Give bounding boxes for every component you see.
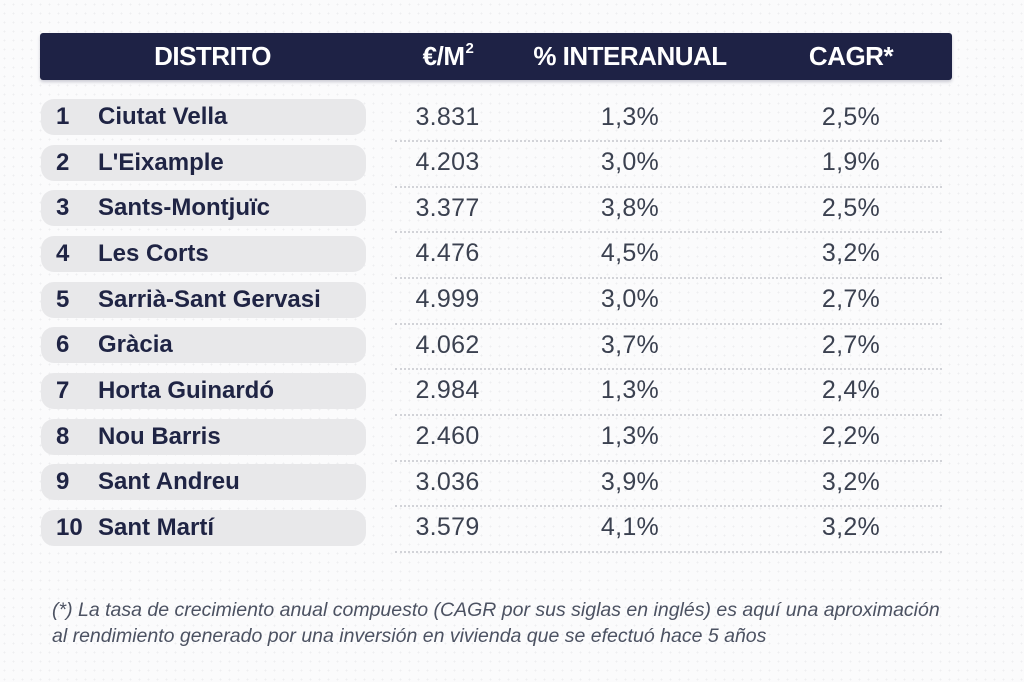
rank-label: 1	[56, 103, 70, 130]
table-row: 5 Sarrià-Sant Gervasi 4.999 3,0% 2,7%	[40, 281, 952, 328]
interanual-value: 3,0%	[600, 148, 660, 177]
cagr-value: 2,5%	[821, 102, 881, 131]
row-separator	[395, 413, 942, 416]
interanual-value: 4,5%	[600, 239, 660, 268]
interanual-value: 1,3%	[600, 422, 660, 451]
district-pill: 1 Ciutat Vella	[41, 99, 366, 135]
table-row: 2 L'Eixample 4.203 3,0% 1,9%	[40, 144, 952, 191]
interanual-value: 1,3%	[600, 102, 660, 131]
price-value: 4.999	[415, 285, 480, 314]
column-header-distrito: DISTRITO	[154, 41, 271, 71]
rank-label: 9	[56, 468, 70, 496]
district-pill: 2 L'Eixample	[41, 144, 366, 181]
district-pill: 7 Horta Guinardó	[41, 372, 366, 409]
cagr-value: 2,5%	[821, 193, 881, 222]
interanual-value: 3,0%	[600, 285, 660, 314]
table-row: 1 Ciutat Vella 3.831 1,3% 2,5%	[40, 99, 952, 145]
price-value: 2.460	[415, 422, 480, 451]
cagr-value: 2,4%	[821, 376, 881, 405]
district-name: Sant Andreu	[98, 468, 240, 496]
column-header-eur-m2: €/M2	[385, 40, 510, 72]
interanual-value: 3,7%	[600, 330, 660, 359]
district-name: Nou Barris	[98, 422, 221, 450]
interanual-value: 3,9%	[600, 467, 660, 496]
price-value: 4.476	[415, 239, 480, 268]
district-pill: 9 Sant Andreu	[41, 464, 366, 501]
column-header-cagr: CAGR*	[808, 41, 894, 71]
table-row: 7 Horta Guinardó 2.984 1,3% 2,4%	[40, 372, 952, 419]
district-pill: 6 Gràcia	[41, 327, 366, 364]
cagr-value: 3,2%	[821, 467, 881, 496]
price-value: 4.203	[415, 148, 480, 177]
district-name: Les Corts	[98, 239, 209, 267]
price-value: 3.831	[415, 102, 480, 131]
district-name: Horta Guinardó	[98, 376, 275, 404]
rank-label: 7	[56, 376, 70, 404]
district-name: L'Eixample	[98, 148, 224, 176]
district-name: Sant Martí	[98, 513, 215, 541]
table-row: 8 Nou Barris 2.460 1,3% 2,2%	[40, 418, 952, 465]
cagr-value: 2,2%	[821, 422, 881, 451]
rank-label: 4	[56, 239, 70, 267]
row-separator	[395, 322, 942, 325]
interanual-value: 1,3%	[600, 376, 660, 405]
rank-label: 10	[56, 513, 83, 541]
row-separator	[395, 459, 942, 462]
eur-m2-superscript: 2	[465, 40, 474, 58]
interanual-value: 4,1%	[600, 513, 660, 542]
row-separator	[395, 505, 942, 508]
eur-m2-base: €/M	[422, 41, 465, 71]
cagr-value: 3,2%	[821, 239, 881, 268]
district-name: Sants-Montjuïc	[98, 194, 270, 222]
district-name: Sarrià-Sant Gervasi	[98, 285, 321, 313]
table-body: 1 Ciutat Vella 3.831 1,3% 2,5% 2 L'Eixampl…	[40, 99, 952, 556]
rank-label: 8	[56, 422, 70, 450]
row-separator	[395, 276, 942, 279]
cagr-value: 1,9%	[821, 148, 881, 177]
rank-label: 3	[56, 194, 70, 222]
column-header-interanual: % INTERANUAL	[533, 41, 727, 71]
row-separator	[395, 231, 942, 234]
cagr-value: 3,2%	[821, 513, 881, 542]
price-value: 3.377	[415, 193, 480, 222]
cagr-value: 2,7%	[821, 285, 881, 314]
price-value: 3.579	[415, 513, 480, 542]
row-separator	[395, 140, 942, 142]
table-row: 4 Les Corts 4.476 4,5% 3,2%	[40, 235, 952, 282]
cagr-footnote: (*) La tasa de crecimiento anual compues…	[52, 597, 962, 649]
row-separator	[395, 550, 942, 553]
rank-label: 5	[56, 285, 70, 313]
rank-label: 6	[56, 331, 70, 359]
footnote-line-1: (*) La tasa de crecimiento anual compues…	[52, 599, 940, 621]
district-pill: 3 Sants-Montjuïc	[41, 190, 366, 227]
rank-label: 2	[56, 148, 70, 176]
row-separator	[395, 185, 942, 188]
table-row: 9 Sant Andreu 3.036 3,9% 3,2%	[40, 464, 952, 510]
table-header-bar: DISTRITO €/M2 % INTERANUAL CAGR*	[40, 33, 952, 80]
price-value: 2.984	[415, 376, 480, 405]
cagr-value: 2,7%	[821, 330, 881, 359]
table-row: 10 Sant Martí 3.579 4,1% 3,2%	[40, 509, 952, 556]
district-pill: 5 Sarrià-Sant Gervasi	[41, 281, 366, 318]
district-name: Ciutat Vella	[98, 103, 228, 130]
footnote-line-2: al rendimiento generado por una inversió…	[52, 625, 767, 647]
table-row: 6 Gràcia 4.062 3,7% 2,7%	[40, 327, 952, 373]
district-pill: 4 Les Corts	[41, 235, 366, 272]
table-row: 3 Sants-Montjuïc 3.377 3,8% 2,5%	[40, 190, 952, 236]
district-name: Gràcia	[98, 331, 173, 359]
district-pill: 8 Nou Barris	[41, 418, 366, 455]
price-value: 4.062	[415, 330, 480, 359]
price-value: 3.036	[415, 467, 480, 496]
row-separator	[395, 368, 942, 371]
interanual-value: 3,8%	[600, 193, 660, 222]
district-pill: 10 Sant Martí	[41, 509, 366, 546]
